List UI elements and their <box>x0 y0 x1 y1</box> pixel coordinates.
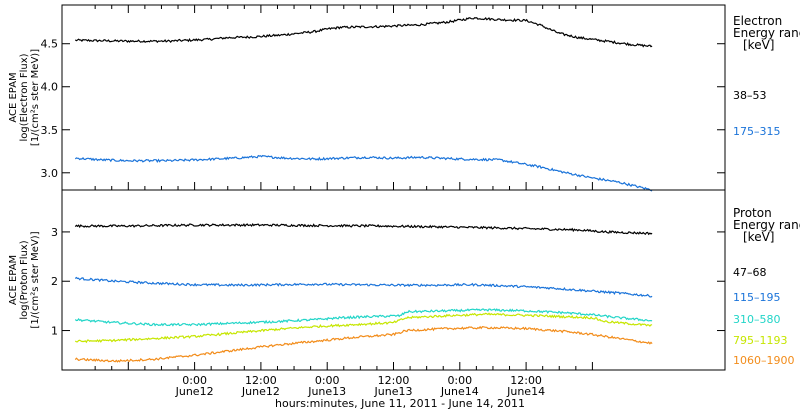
proton-series-310-580 <box>74 308 653 327</box>
x-axis: 0:00June1212:00June120:00June1312:00June… <box>94 5 593 410</box>
electron-panel: 3.0 3.5 4.0 4.5 ACE EPAM log(Electron Flux) [1… <box>8 4 726 192</box>
proton-panel: 1 2 3 ACE EPAM log(Proton Flux) [1/(cm²s ster… <box>8 189 726 371</box>
proton-legend-1060-1900: 1060–1900 <box>733 354 795 367</box>
electron-ytick-label: 3.0 <box>41 167 59 180</box>
proton-ytick-label: 3 <box>51 226 58 239</box>
electron-ylabel-line1: ACE EPAM <box>8 72 19 122</box>
x-tick-date-label: June12 <box>175 385 214 398</box>
proton-ylabel-line2: log(Proton Flux) <box>19 240 30 319</box>
electron-ytick-label: 4.5 <box>41 38 59 51</box>
electron-ytick-label: 4.0 <box>41 81 59 94</box>
electron-ylabel-line3: [1/(cm²s ster MeV)] <box>30 49 41 146</box>
electron-plot-frame <box>61 4 726 191</box>
proton-ytick-label: 1 <box>51 325 58 338</box>
x-axis-label: hours:minutes, June 11, 2011 - June 14, … <box>275 397 525 410</box>
proton-legend-title-line1: Proton <box>733 207 772 220</box>
proton-legend-title-line3: [keV] <box>743 230 775 243</box>
proton-legend-795-1193: 795–1193 <box>733 334 788 347</box>
electron-legend-title-line3: [keV] <box>743 38 775 51</box>
x-tick-time-label: 0:00 <box>182 374 207 387</box>
electron-legend-title-line1: Electron <box>733 15 783 28</box>
proton-series-795-1193 <box>74 312 653 344</box>
electron-legend-175-315: 175–315 <box>733 125 781 138</box>
x-tick-time-label: 0:00 <box>447 374 472 387</box>
x-tick-date-label: June12 <box>241 385 280 398</box>
proton-series-1060-1900 <box>74 325 653 363</box>
electron-legend-title: Electron Energy ranges [keV] <box>733 15 800 51</box>
electron-series-175-315 <box>74 154 653 192</box>
x-tick-time-label: 12:00 <box>245 374 277 387</box>
electron-ylabel-line2: log(Electron Flux) <box>19 53 30 141</box>
x-tick-date-label: June14 <box>506 385 545 398</box>
proton-ytick-label: 2 <box>51 275 58 288</box>
proton-plot-frame <box>61 189 726 371</box>
electron-legend-38-53: 38–53 <box>733 89 767 102</box>
proton-legend-115-195: 115–195 <box>733 291 781 304</box>
proton-ylabel-line3: [1/(cm²s ster MeV)] <box>30 231 41 328</box>
electron-ytick-label: 3.5 <box>41 124 59 137</box>
x-tick-time-label: 0:00 <box>315 374 340 387</box>
x-tick-date-label: June13 <box>374 385 413 398</box>
proton-legend-title: Proton Energy ranges [keV] <box>733 207 800 243</box>
x-tick-date-label: June13 <box>307 385 346 398</box>
x-tick-time-label: 12:00 <box>510 374 542 387</box>
proton-series-47-68 <box>74 223 653 236</box>
proton-legend-310-580: 310–580 <box>733 313 781 326</box>
electron-series-38-53 <box>74 17 653 48</box>
x-tick-time-label: 12:00 <box>378 374 410 387</box>
x-tick-date-label: June14 <box>440 385 479 398</box>
proton-ylabel-line1: ACE EPAM <box>8 255 19 305</box>
proton-legend-47-68: 47–68 <box>733 266 767 279</box>
proton-legend-title-line2: Energy ranges <box>733 218 800 232</box>
electron-legend-title-line2: Energy ranges <box>733 26 800 40</box>
proton-series-115-195 <box>74 276 653 298</box>
